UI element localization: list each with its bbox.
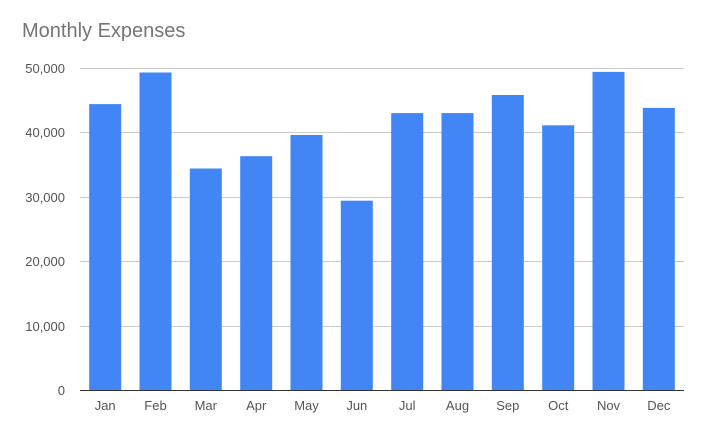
bar-nov [592, 71, 625, 391]
y-tick-label: 40,000 [25, 125, 65, 140]
bar-aug [441, 113, 474, 390]
x-tick-label: Nov [597, 398, 621, 413]
chart-title: Monthly Expenses [22, 20, 186, 42]
bar-dec [642, 107, 675, 391]
bar-mar [189, 168, 222, 390]
bar-jul [391, 113, 424, 390]
y-tick-label: 50,000 [25, 61, 65, 76]
x-tick-label: Apr [246, 398, 267, 413]
x-tick-label: Jul [399, 398, 416, 413]
x-tick-label: Jun [346, 398, 367, 413]
y-tick-label: 30,000 [25, 190, 65, 205]
gridlines [80, 68, 684, 327]
bar-jan [89, 104, 122, 390]
x-tick-label: Aug [446, 398, 469, 413]
bar-sep [491, 95, 524, 390]
x-tick-labels: Jan Feb Mar Apr May Jun Jul Aug Sep Oct Nov Dec [95, 398, 671, 413]
x-tick-label: Feb [144, 398, 166, 413]
bar-apr [240, 156, 273, 390]
x-tick-label: Oct [548, 398, 569, 413]
y-tick-labels: 0 10,000 20,000 30,000 40,000 50,000 [25, 61, 65, 398]
x-tick-label: Mar [195, 398, 218, 413]
y-tick-label: 20,000 [25, 254, 65, 269]
bar-feb [139, 72, 172, 390]
x-tick-label: Sep [496, 398, 519, 413]
bars [89, 71, 675, 391]
x-tick-label: Jan [95, 398, 116, 413]
bar-jun [340, 200, 373, 390]
bar-may [290, 135, 323, 390]
y-tick-label: 0 [58, 383, 65, 398]
x-tick-label: May [294, 398, 319, 413]
y-tick-label: 10,000 [25, 319, 65, 334]
bar-oct [542, 125, 575, 391]
x-tick-label: Dec [647, 398, 671, 413]
